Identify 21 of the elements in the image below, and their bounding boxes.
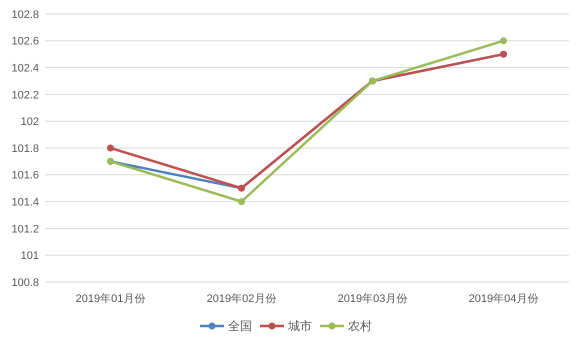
y-tick-label: 102.6 xyxy=(11,36,39,48)
y-tick-label: 102 xyxy=(20,116,39,128)
legend-label: 全国 xyxy=(228,319,252,334)
y-tick-label: 102.2 xyxy=(11,89,39,102)
y-tick-label: 100.8 xyxy=(11,276,39,289)
x-tick-label: 2019年03月份 xyxy=(338,293,408,305)
point xyxy=(238,198,245,206)
point xyxy=(500,37,507,44)
y-tick-label: 102.8 xyxy=(11,8,39,21)
legend-label: 农村 xyxy=(348,319,372,334)
y-tick-label: 101 xyxy=(20,250,39,262)
x-tick-label: 2019年02月份 xyxy=(206,293,276,305)
y-tick-label: 102.4 xyxy=(11,62,39,74)
y-tick-label: 101.6 xyxy=(11,170,39,182)
x-tick-label: 2019年04月份 xyxy=(468,293,538,305)
y-tick-label: 101.2 xyxy=(11,223,39,236)
y-tick-label: 101.4 xyxy=(11,196,39,208)
point xyxy=(107,144,114,152)
legend-label: 城市 xyxy=(287,319,312,334)
y-tick-label: 101.8 xyxy=(11,142,39,155)
x-tick-label: 2019年01月份 xyxy=(76,293,146,305)
